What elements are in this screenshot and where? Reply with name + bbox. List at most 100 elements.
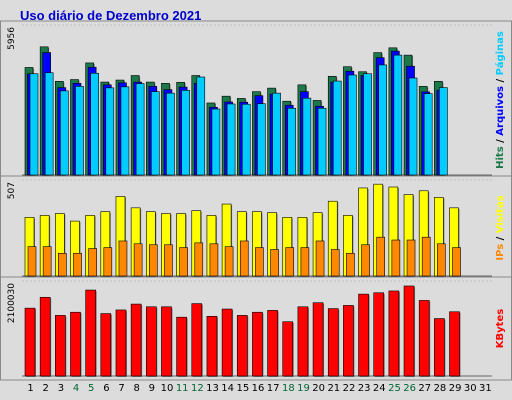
bar-páginas-day-22 xyxy=(348,74,357,176)
bar-páginas-day-9 xyxy=(150,91,160,176)
bar-ips-day-15 xyxy=(239,240,249,277)
bar-ips-day-27 xyxy=(421,236,431,277)
bar-ips-day-26 xyxy=(406,239,416,277)
legend-entry-ips: IPs xyxy=(495,244,506,261)
bar-kbytes-day-9 xyxy=(145,306,157,377)
legend-separator: / xyxy=(495,136,506,147)
bar-ips-day-4 xyxy=(73,252,82,277)
bar-ips-day-21 xyxy=(330,249,340,277)
bar-páginas-day-3 xyxy=(60,90,69,176)
bar-kbytes-day-4 xyxy=(70,311,81,377)
bar-kbytes-day-17 xyxy=(267,310,278,377)
x-tick-label-day-11: 11 xyxy=(176,383,189,394)
x-tick-label-day-30: 30 xyxy=(464,383,477,394)
bar-kbytes-day-22 xyxy=(343,305,354,377)
legend-entry-hits: Hits xyxy=(495,146,506,169)
x-tick-label-day-8: 8 xyxy=(134,383,140,394)
bar-ips-day-2 xyxy=(42,246,52,277)
bar-páginas-day-26 xyxy=(408,77,418,176)
axis-legend-0: Hits / Arquivos / Páginas xyxy=(494,31,506,169)
bar-páginas-day-12 xyxy=(196,76,206,176)
chart-labels: 5956 Hits / Arquivos / Páginas 507 IPs / Vi… xyxy=(7,27,506,394)
x-tick-label-day-6: 6 xyxy=(103,383,109,394)
bar-kbytes-day-5 xyxy=(85,289,96,377)
x-tick-label-day-16: 16 xyxy=(252,383,265,394)
bar-páginas-day-10 xyxy=(166,92,175,176)
bar-kbytes-day-8 xyxy=(130,303,142,377)
bar-ips-day-11 xyxy=(179,247,188,277)
bar-kbytes-day-21 xyxy=(327,308,339,377)
bar-páginas-day-27 xyxy=(423,93,433,176)
bar-páginas-day-1 xyxy=(29,73,39,176)
bar-ips-day-22 xyxy=(346,252,355,277)
x-tick-label-day-13: 13 xyxy=(206,383,219,394)
bar-páginas-day-2 xyxy=(44,72,54,176)
x-tick-label-day-3: 3 xyxy=(58,383,64,394)
bar-kbytes-day-23 xyxy=(358,293,369,377)
x-tick-label-day-15: 15 xyxy=(236,383,249,394)
bar-kbytes-day-16 xyxy=(252,311,263,377)
bar-ips-day-23 xyxy=(361,244,370,277)
bar-ips-day-1 xyxy=(27,246,37,277)
legend-separator: / xyxy=(495,75,506,86)
bar-kbytes-day-14 xyxy=(221,308,233,377)
chart-marks xyxy=(24,46,461,377)
chart-title: Uso diário de Dezembro 2021 xyxy=(20,8,201,23)
bar-ips-day-14 xyxy=(224,246,234,277)
x-tick-label-day-19: 19 xyxy=(297,383,310,394)
x-tick-label-day-20: 20 xyxy=(312,383,325,394)
legend-separator: / xyxy=(495,233,506,244)
x-tick-label-day-26: 26 xyxy=(403,383,416,394)
bar-ips-day-10 xyxy=(164,244,173,277)
bar-páginas-day-16 xyxy=(257,103,266,176)
bar-páginas-day-8 xyxy=(135,83,145,176)
bar-ips-day-24 xyxy=(376,236,386,277)
bar-páginas-day-15 xyxy=(241,103,251,176)
x-tick-label-day-12: 12 xyxy=(191,383,204,394)
x-tick-label-day-2: 2 xyxy=(43,383,49,394)
y-tick-label-2: 2100030 xyxy=(7,283,17,323)
bar-páginas-day-4 xyxy=(75,86,84,176)
bar-ips-day-29 xyxy=(452,247,461,277)
x-tick-label-day-7: 7 xyxy=(118,383,124,394)
bar-páginas-day-13 xyxy=(211,108,221,176)
bar-kbytes-day-15 xyxy=(236,315,248,377)
bar-ips-day-28 xyxy=(437,243,446,277)
bar-ips-day-13 xyxy=(209,243,219,277)
axis-legend-2: KBytes xyxy=(495,309,506,348)
x-tick-label-day-17: 17 xyxy=(267,383,280,394)
bar-kbytes-day-25 xyxy=(388,290,400,377)
y-tick-label-1: 507 xyxy=(7,182,17,199)
bar-ips-day-6 xyxy=(103,247,113,277)
bar-páginas-day-7 xyxy=(120,86,130,176)
bar-ips-day-8 xyxy=(133,243,143,277)
legend-entry-páginas: Páginas xyxy=(494,31,506,75)
x-tick-label-day-29: 29 xyxy=(449,383,462,394)
bar-kbytes-day-20 xyxy=(312,302,324,377)
bar-páginas-day-5 xyxy=(90,72,99,176)
bar-ips-day-16 xyxy=(255,247,264,277)
y-tick-label-0: 5956 xyxy=(7,27,17,50)
bar-páginas-day-21 xyxy=(332,80,342,176)
x-tick-label-day-31: 31 xyxy=(479,383,492,394)
bar-kbytes-day-3 xyxy=(55,315,66,377)
bar-páginas-day-25 xyxy=(393,54,403,176)
x-tick-label-day-25: 25 xyxy=(388,383,401,394)
bar-ips-day-25 xyxy=(391,239,401,277)
bar-páginas-day-19 xyxy=(302,97,312,176)
bar-ips-day-5 xyxy=(88,248,97,277)
bar-páginas-day-17 xyxy=(272,92,281,176)
bar-páginas-day-28 xyxy=(439,87,448,176)
legend-entry-arquivos: Arquivos xyxy=(495,86,506,136)
x-tick-label-day-5: 5 xyxy=(88,383,94,394)
bar-páginas-day-6 xyxy=(105,87,115,176)
x-tick-label-day-27: 27 xyxy=(418,383,431,394)
x-tick-label-day-22: 22 xyxy=(343,383,356,394)
bar-kbytes-day-27 xyxy=(418,300,430,377)
legend-entry-kbytes: KBytes xyxy=(495,309,506,348)
x-tick-label-day-14: 14 xyxy=(221,383,234,394)
bar-kbytes-day-10 xyxy=(161,306,172,377)
bar-kbytes-day-7 xyxy=(115,309,127,377)
bar-kbytes-day-12 xyxy=(191,303,203,377)
x-tick-label-day-21: 21 xyxy=(327,383,340,394)
